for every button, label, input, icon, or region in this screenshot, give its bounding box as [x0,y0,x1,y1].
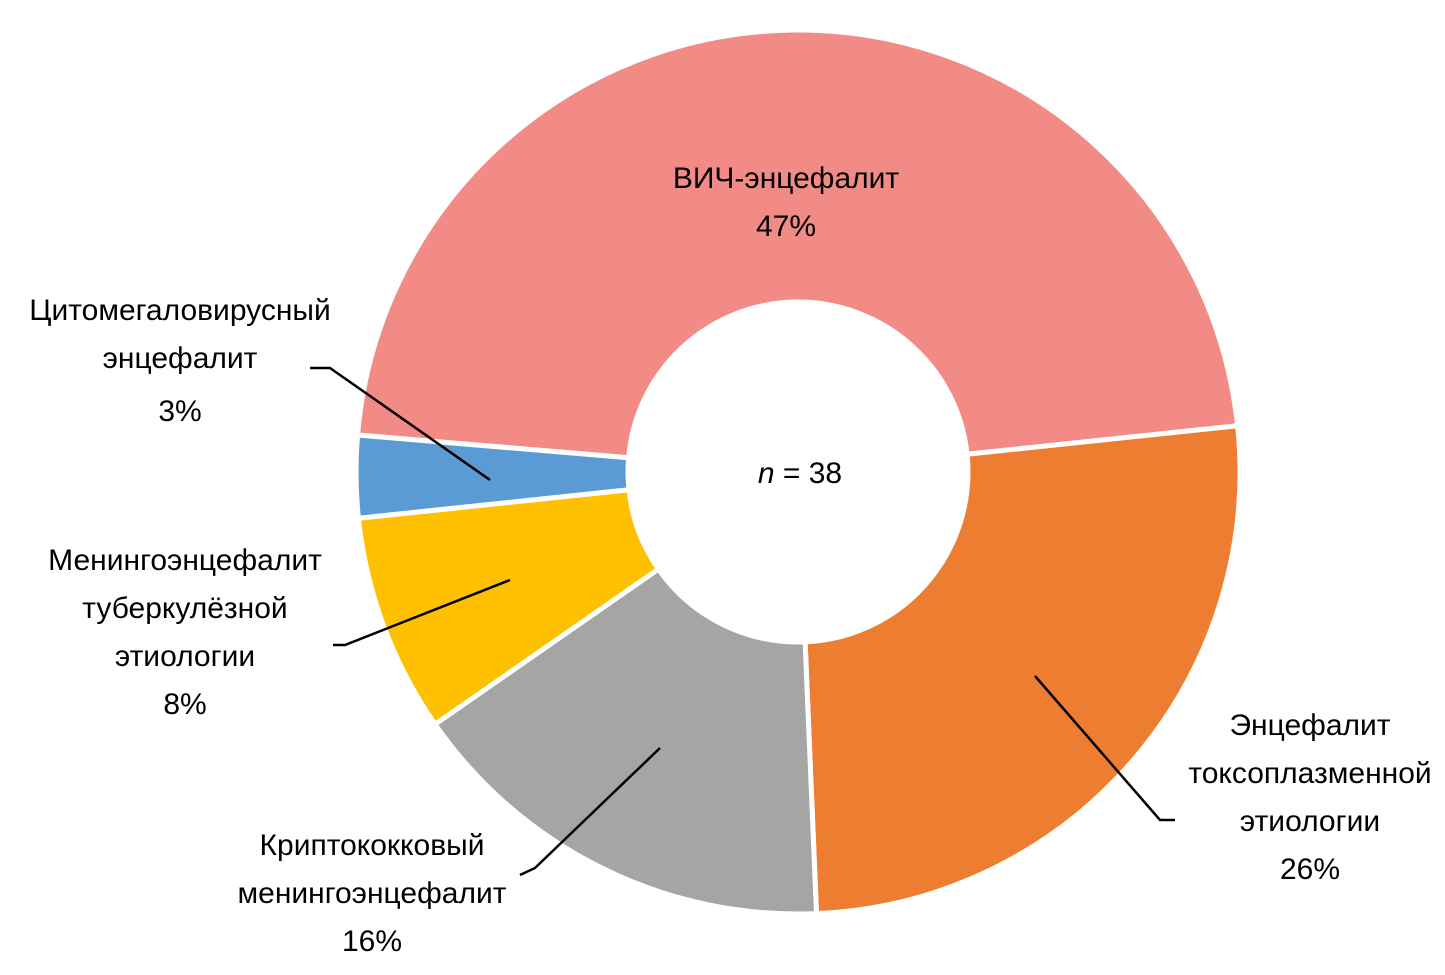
slices [353,27,1243,917]
slice [431,565,820,917]
leader-line [519,747,661,877]
slice-label: Энцефалит токсоплазменной этиологии [1188,709,1431,838]
slice-label: Цитомегаловирусный энцефалит [29,294,330,375]
leader-line [1034,675,1175,822]
slice [802,423,1243,917]
value-label: 8% [163,688,206,721]
center-annotation: n = 38 [758,457,842,490]
value-label: 16% [342,925,402,958]
slice-label: Криптококковый менингоэнцефалит [238,829,507,910]
annotation-variable: n [758,457,775,490]
annotation-text: = 38 [783,457,842,490]
slice-label: ВИЧ-энцефалит [673,162,900,195]
value-label: 3% [158,395,201,428]
leader-line [310,366,491,482]
slice-label: Менингоэнцефалит туберкулёзной этиологии [48,544,322,673]
slice [355,487,662,728]
slice [353,432,632,521]
value-label: 26% [1280,853,1340,886]
leader-line [333,578,511,647]
slice [354,27,1241,461]
value-label: 47% [756,210,816,243]
